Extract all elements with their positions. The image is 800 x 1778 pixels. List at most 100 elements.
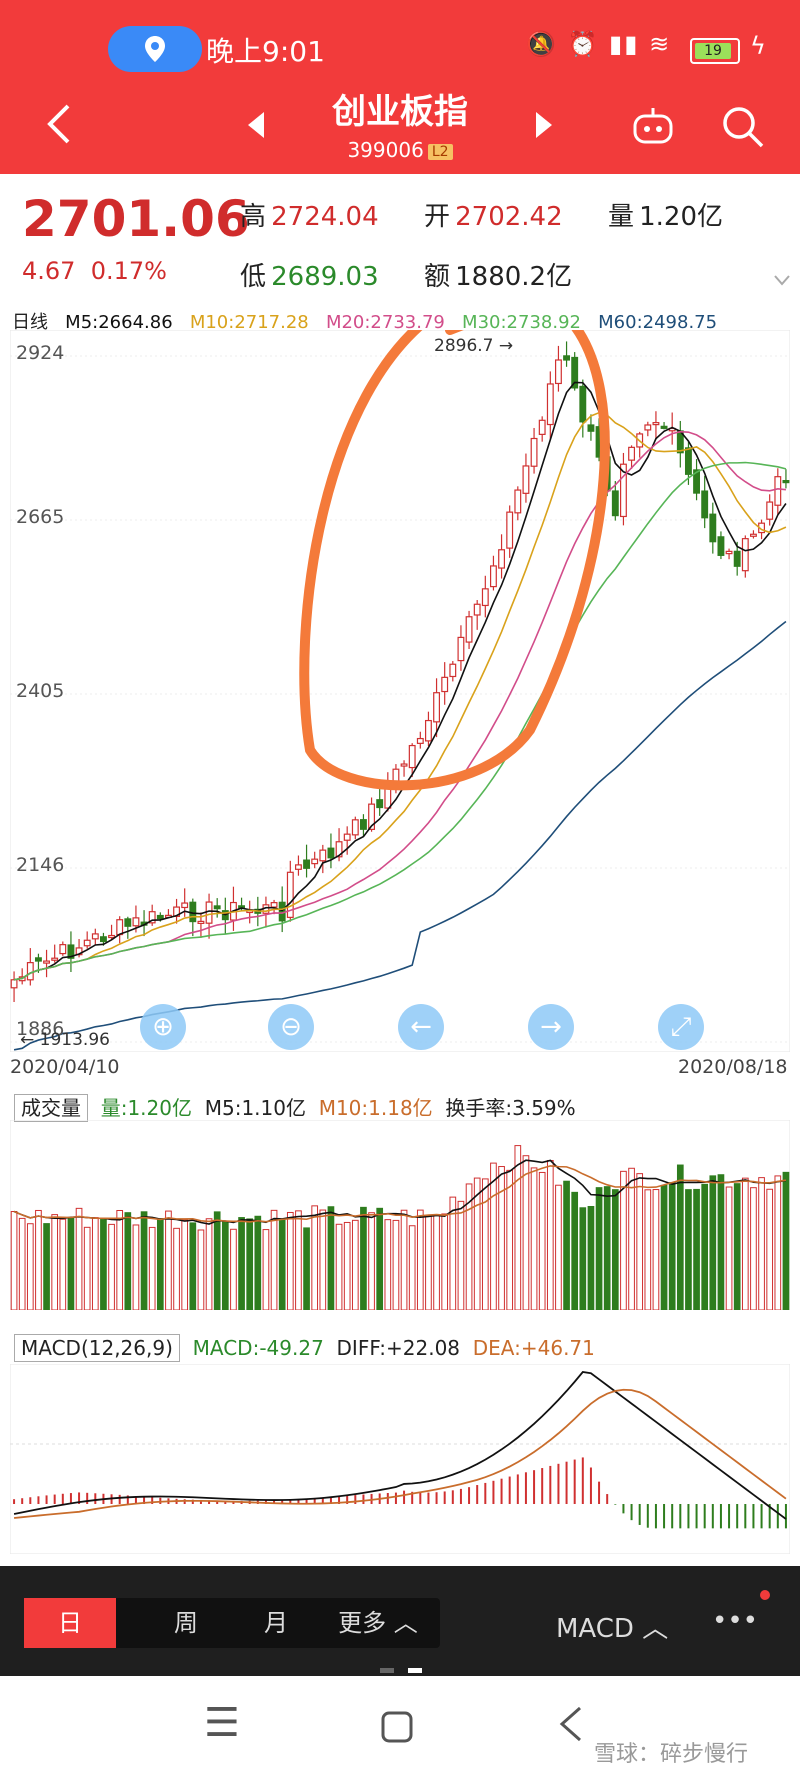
back-icon[interactable] — [40, 100, 76, 148]
volume-bar — [205, 1218, 213, 1310]
volume-bar — [546, 1159, 554, 1310]
volume-bar — [782, 1171, 790, 1310]
scroll-left-button[interactable]: ← — [398, 1004, 444, 1050]
volume-bar — [140, 1211, 148, 1310]
kline-candle — [481, 588, 489, 607]
more-menu-icon[interactable]: ••• — [712, 1606, 759, 1636]
ma60-line — [13, 620, 787, 1051]
low-marker: ← 1913.96 — [20, 1030, 110, 1050]
kline-candle — [579, 385, 587, 423]
kline-candle — [733, 550, 741, 567]
prev-stock-icon[interactable] — [244, 110, 268, 140]
macd-dea-line — [13, 1388, 787, 1519]
battery-icon: 19 — [690, 38, 740, 64]
menu-nav-icon[interactable]: ☰ — [204, 1700, 240, 1746]
volume-bar — [587, 1205, 595, 1310]
volume-bar — [246, 1218, 254, 1310]
annotation-loop — [299, 330, 610, 791]
kline-candle — [197, 920, 205, 924]
kline-candle — [116, 919, 124, 936]
zoom-out-button[interactable]: ⊖ — [268, 1004, 314, 1050]
volume-bar — [636, 1173, 644, 1310]
ma-legend: 日线 M5:2664.86 M10:2717.28 M20:2733.79 M3… — [12, 312, 718, 333]
status-icons: 🔕 ⏰ ▮▮ ≋ — [526, 30, 672, 58]
kline-candle — [538, 419, 546, 435]
volume-bar — [351, 1219, 359, 1310]
kline-candle — [156, 914, 164, 920]
kline-chart[interactable] — [10, 330, 790, 1052]
robot-assistant-icon[interactable] — [630, 104, 676, 150]
volume-bar — [766, 1188, 774, 1310]
volume-bar — [481, 1178, 489, 1310]
tab-week[interactable]: 周 — [174, 1609, 198, 1637]
kline-candle — [10, 979, 18, 989]
kline-candle — [213, 905, 221, 910]
y-tick-5: 1886 — [16, 1018, 65, 1040]
back-nav-icon[interactable] — [556, 1704, 586, 1744]
kline-candle — [709, 513, 717, 543]
volume-bar — [563, 1180, 570, 1310]
open-stat: 开 2702.42 — [424, 202, 563, 232]
ma10-line — [13, 411, 787, 981]
volume-bar — [35, 1209, 42, 1310]
macd-legend: MACD(12,26,9) MACD:-49.27 DIFF:+22.08 DE… — [14, 1334, 595, 1362]
volume-indicator-tag[interactable]: 成交量 — [14, 1094, 88, 1122]
macd-chart[interactable] — [10, 1364, 790, 1554]
kline-candle — [335, 841, 343, 858]
high-marker: 2896.7 → — [434, 336, 514, 356]
kline-candle — [327, 847, 335, 859]
home-nav-icon[interactable] — [380, 1710, 414, 1744]
kline-candle — [660, 425, 668, 429]
y-tick-3: 2405 — [16, 680, 65, 702]
tab-month[interactable]: 月 — [264, 1609, 288, 1637]
kline-candle — [400, 763, 408, 767]
volume-bar — [433, 1214, 440, 1310]
tab-more[interactable]: 更多 ︿ — [338, 1609, 418, 1637]
zoom-in-button[interactable]: ⊕ — [140, 1004, 186, 1050]
location-pill[interactable] — [108, 26, 202, 72]
volume-legend: 成交量 量:1.20亿 M5:1.10亿 M10:1.18亿 换手率:3.59% — [14, 1092, 576, 1122]
kline-candle — [311, 858, 319, 865]
volume-bar — [750, 1187, 757, 1310]
kline-candle — [563, 355, 571, 361]
watermark: 雪球：碎步慢行 — [594, 1742, 749, 1767]
volume-bar — [725, 1186, 733, 1310]
system-nav-bar — [0, 1676, 800, 1778]
search-icon[interactable] — [720, 104, 766, 150]
indicator-selector[interactable]: MACD ︿ — [556, 1614, 669, 1644]
kline-candle — [83, 939, 91, 947]
volume-bar — [685, 1189, 692, 1310]
kline-candle — [441, 676, 449, 693]
scroll-right-button[interactable]: → — [528, 1004, 574, 1050]
end-date: 2020/08/18 — [678, 1056, 788, 1078]
volume-bar — [148, 1226, 156, 1310]
level2-badge: L2 — [427, 143, 453, 160]
fullscreen-button[interactable]: ⤢ — [658, 1004, 704, 1050]
ma5-line — [13, 381, 787, 981]
macd-indicator-tag[interactable]: MACD(12,26,9) — [14, 1334, 180, 1362]
kline-candle — [59, 944, 67, 955]
next-stock-icon[interactable] — [532, 110, 556, 140]
kline-candle — [741, 538, 749, 572]
volume-bar — [173, 1227, 180, 1310]
kline-candle — [99, 936, 107, 943]
y-tick-2: 2665 — [16, 506, 65, 528]
volume-bar — [51, 1214, 59, 1310]
volume-bar — [620, 1170, 627, 1310]
expand-down-icon[interactable] — [772, 272, 792, 288]
kline-candle — [587, 424, 595, 432]
kline-candle — [693, 469, 701, 494]
kline-candle — [303, 859, 311, 869]
tab-day[interactable]: 日 — [24, 1598, 116, 1648]
volume-bar — [555, 1184, 562, 1310]
volume-bar — [392, 1219, 400, 1310]
volume-bar — [611, 1189, 619, 1310]
kline-candle — [132, 917, 140, 927]
amount-stat: 额 1880.2亿 — [424, 262, 573, 292]
volume-bar — [733, 1183, 741, 1310]
volume-bar — [741, 1177, 749, 1310]
kline-candle — [43, 960, 51, 964]
volume-chart[interactable] — [10, 1120, 790, 1310]
volume-bar — [400, 1209, 408, 1310]
volume-bar — [490, 1162, 497, 1310]
